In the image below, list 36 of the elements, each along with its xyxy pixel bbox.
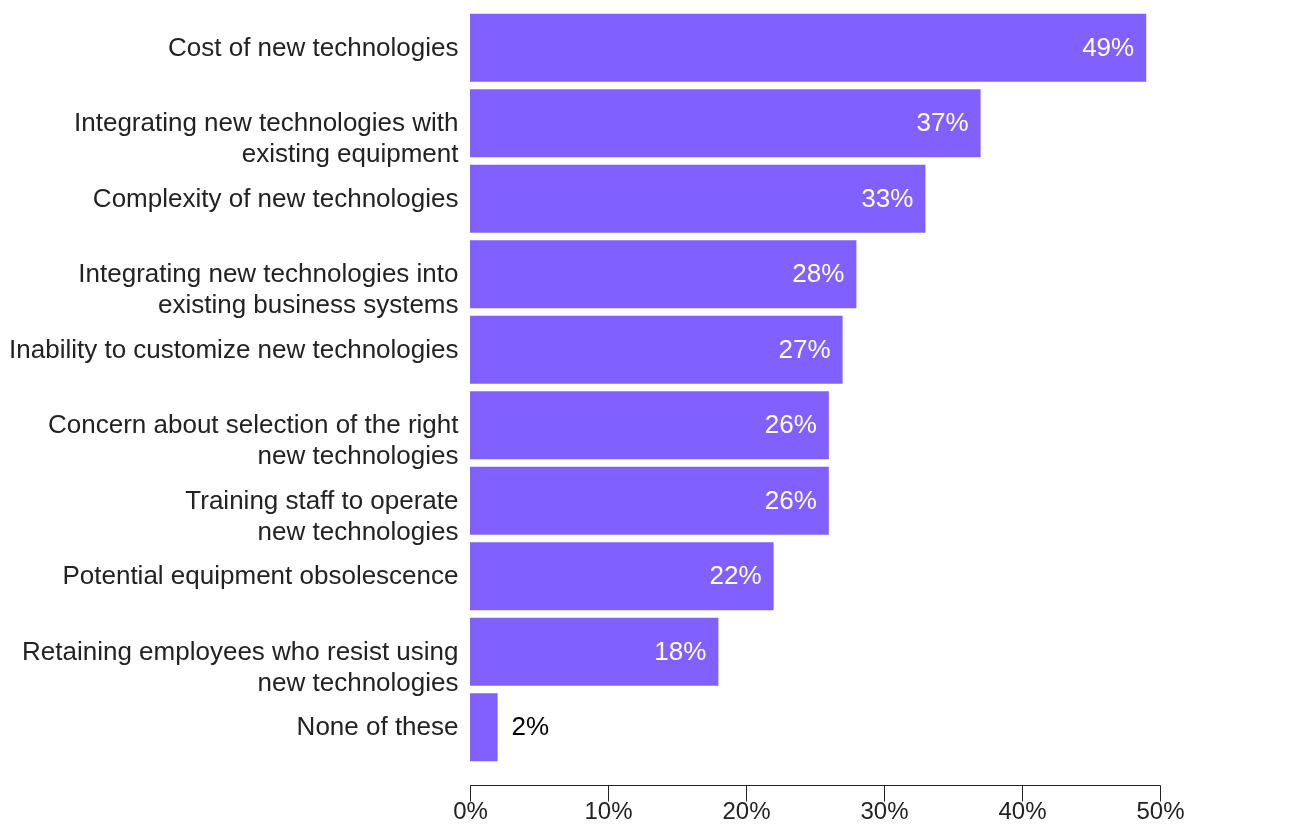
bar (470, 391, 829, 460)
data-label: 18% (654, 635, 707, 666)
bar (470, 315, 843, 384)
data-label: 37% (916, 107, 969, 138)
data-label: 27% (778, 333, 831, 364)
y-tick-label: Training staff to operate new technologies (185, 484, 459, 546)
x-tick-label: 0% (453, 796, 488, 824)
bar (470, 240, 857, 309)
y-tick-label: None of these (296, 711, 459, 742)
y-tick-label: Integrating new technologies with existing equipment (74, 107, 460, 169)
y-tick-label: Cost of new technologies (167, 31, 459, 62)
bar (470, 693, 498, 762)
data-label: 22% (709, 560, 762, 591)
bar (470, 89, 981, 158)
y-tick-label: Potential equipment obsolescence (62, 560, 459, 591)
x-tick-label: 40% (998, 796, 1047, 824)
x-tick-label: 10% (584, 796, 633, 824)
data-label: 26% (764, 484, 817, 515)
x-tick-label: 50% (1136, 796, 1185, 824)
y-tick-label: Complexity of new technologies (92, 182, 459, 213)
data-label: 28% (792, 258, 845, 289)
data-label: 2% (511, 711, 550, 742)
y-tick-label: Retaining employees who resist using new technologies (22, 635, 459, 697)
bar (470, 466, 829, 535)
bar (470, 164, 926, 233)
y-tick-label: Inability to customize new technologies (9, 333, 459, 364)
y-tick-label: Concern about selection of the right new technologies (48, 409, 460, 471)
y-tick-label: Integrating new technologies into existing business systems (78, 258, 459, 320)
bar (470, 13, 1147, 82)
data-label: 33% (861, 182, 914, 213)
data-label: 49% (1082, 31, 1135, 62)
data-label: 26% (764, 409, 817, 440)
x-tick-label: 20% (722, 796, 771, 824)
x-tick-label: 30% (860, 796, 909, 824)
bar (470, 542, 774, 611)
bar (470, 617, 719, 686)
